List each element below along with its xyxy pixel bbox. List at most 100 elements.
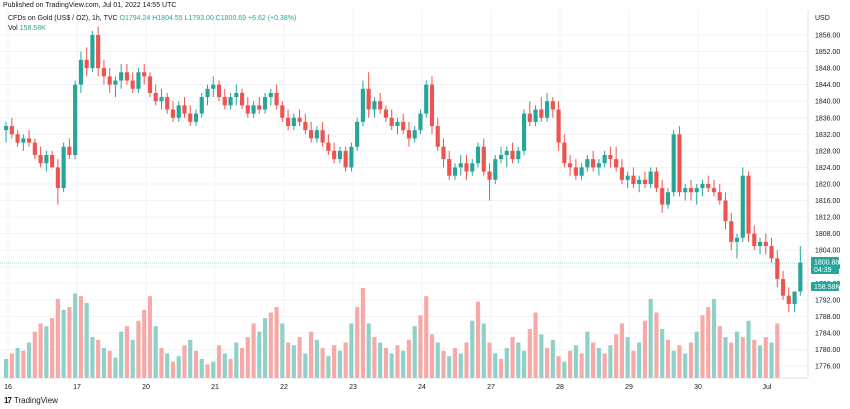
candle-body bbox=[44, 154, 49, 164]
volume-bar bbox=[188, 339, 193, 378]
volume-bar bbox=[412, 326, 417, 378]
candle-body bbox=[568, 163, 573, 168]
x-tick-label: 23 bbox=[349, 384, 357, 391]
candle-body bbox=[717, 192, 722, 201]
ohlc-open: O1794.24 bbox=[119, 15, 151, 22]
candle-body bbox=[608, 154, 613, 160]
candle-body bbox=[291, 117, 296, 127]
y-tick-label: 1856.00 bbox=[815, 33, 840, 40]
volume-label: Vol bbox=[8, 25, 18, 32]
volume-bar bbox=[84, 303, 89, 378]
volume-bar bbox=[286, 342, 291, 378]
candle-body bbox=[84, 59, 89, 69]
volume-bar bbox=[78, 296, 83, 378]
candle-body bbox=[435, 126, 440, 147]
volume-bar bbox=[729, 342, 734, 378]
candle-body bbox=[757, 241, 763, 247]
volume-bar bbox=[378, 342, 383, 378]
y-tick-label: 1784.00 bbox=[815, 330, 840, 337]
volume-bar bbox=[147, 296, 153, 378]
volume-bar bbox=[625, 337, 630, 378]
volume-bar bbox=[752, 339, 757, 378]
volume-bar bbox=[314, 339, 319, 378]
volume-bar bbox=[360, 288, 365, 378]
candle-body bbox=[723, 200, 728, 222]
candle-body bbox=[378, 101, 383, 110]
candle-body bbox=[96, 35, 101, 69]
x-tick-label: 24 bbox=[418, 384, 426, 391]
y-tick-label: 1852.00 bbox=[815, 49, 840, 56]
volume-bar bbox=[619, 323, 624, 378]
candle-body bbox=[475, 146, 481, 164]
candle-body bbox=[165, 97, 170, 110]
volume-bar bbox=[124, 326, 130, 378]
volume-bar bbox=[642, 320, 648, 378]
candle-body bbox=[711, 188, 717, 193]
y-tick-label: 1776.00 bbox=[815, 364, 840, 371]
volume-bar bbox=[579, 353, 584, 378]
candle-body bbox=[780, 279, 786, 296]
candle-body bbox=[268, 92, 273, 98]
y-tick-label: 1828.00 bbox=[815, 148, 840, 155]
y-tick-label: 1844.00 bbox=[815, 82, 840, 89]
volume-bar bbox=[101, 348, 106, 378]
candle-body bbox=[55, 167, 60, 189]
volume-bar bbox=[487, 342, 492, 378]
candle-body bbox=[61, 146, 66, 189]
x-tick-label: 16 bbox=[4, 384, 12, 391]
candle-body bbox=[199, 97, 204, 114]
volume-bar bbox=[539, 334, 544, 378]
candle-body bbox=[734, 237, 740, 242]
volume-bar bbox=[343, 342, 348, 378]
countdown-value: 04:39 bbox=[814, 267, 832, 274]
candle-body bbox=[648, 171, 653, 184]
volume-bar bbox=[677, 345, 682, 378]
candle-body bbox=[498, 154, 504, 160]
volume-bar bbox=[96, 339, 101, 378]
volume-bar bbox=[21, 350, 26, 378]
candle-body bbox=[349, 146, 354, 168]
candle-body bbox=[366, 88, 371, 110]
volume-bar bbox=[447, 356, 452, 378]
volume-bar bbox=[556, 356, 561, 378]
candle-body bbox=[677, 134, 682, 193]
candle-body bbox=[625, 175, 630, 180]
candle-body bbox=[619, 167, 624, 180]
volume-bar bbox=[251, 323, 256, 378]
candle-body bbox=[539, 109, 544, 118]
candle-body bbox=[637, 179, 642, 184]
volume-bar bbox=[38, 323, 43, 378]
volume-bar bbox=[119, 331, 124, 378]
brand-name: TradingView bbox=[13, 396, 58, 405]
volume-bar bbox=[418, 315, 423, 378]
volume-bar bbox=[521, 350, 527, 378]
candle-body bbox=[631, 175, 636, 184]
candle-body bbox=[130, 80, 135, 89]
candle-body bbox=[614, 159, 619, 168]
volume-bar bbox=[372, 337, 377, 378]
candle-body bbox=[107, 76, 112, 85]
tradingview-footer[interactable]: 17 TradingView bbox=[4, 396, 58, 405]
volume-bar bbox=[55, 298, 60, 378]
volume-bar bbox=[700, 315, 705, 378]
volume-bar bbox=[107, 350, 112, 378]
volume-bar bbox=[389, 353, 394, 378]
candle-body bbox=[545, 101, 550, 118]
ohlc-close: C1800.69 bbox=[215, 15, 247, 22]
candle-body bbox=[533, 109, 538, 122]
y-tick-label: 1780.00 bbox=[815, 347, 840, 354]
y-tick-label: 1808.00 bbox=[815, 231, 840, 238]
candle-body bbox=[332, 150, 337, 160]
volume-bar bbox=[688, 342, 694, 378]
symbol-title[interactable]: CFDs on Gold (US$ / OZ), 1h, TVC bbox=[8, 15, 118, 22]
candle-body bbox=[585, 159, 590, 168]
volume-bar bbox=[510, 337, 515, 378]
x-tick-label: 27 bbox=[487, 384, 495, 391]
volume-bar bbox=[660, 328, 665, 378]
volume-bar bbox=[723, 337, 728, 378]
candle-body bbox=[527, 113, 532, 122]
candle-body bbox=[470, 163, 475, 172]
candle-body bbox=[763, 241, 768, 247]
last-price-tag bbox=[811, 257, 839, 275]
